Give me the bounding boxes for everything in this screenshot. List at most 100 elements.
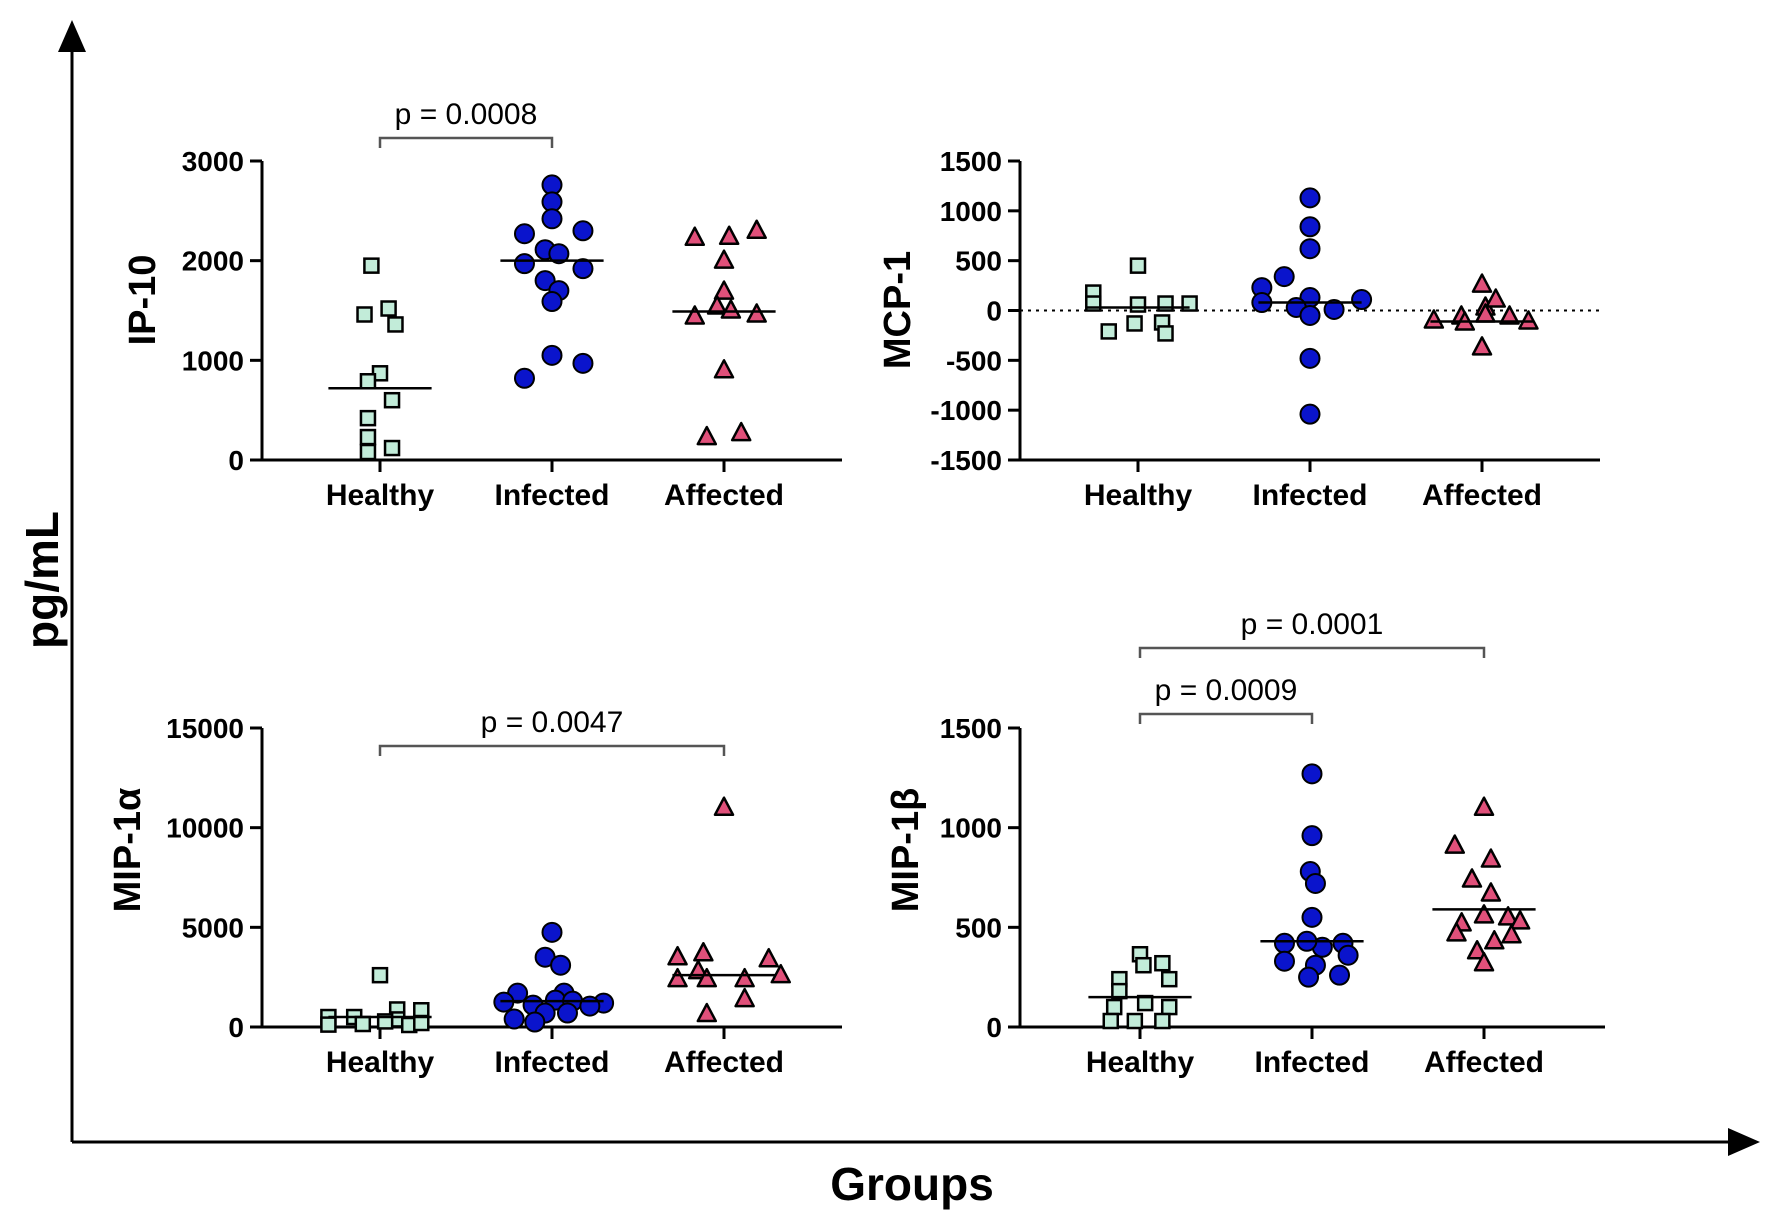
infected-point [1299,403,1321,425]
affected-point [720,299,742,319]
infected-point [550,954,572,976]
affected-point [706,295,728,315]
affected-point [1485,288,1507,308]
infected-point [1301,906,1323,928]
y-tick-label: 1500 [940,713,1002,744]
y-tick-label: 500 [955,912,1002,943]
significance-bracket [1138,712,1314,724]
affected-point [696,967,718,988]
healthy-point [387,316,404,333]
y-tick-label: -1500 [930,445,1002,476]
panel-y-label: MCP-1 [877,251,919,369]
healthy-point [1102,1012,1120,1030]
healthy-point [1105,998,1123,1016]
affected-point [1471,273,1493,293]
panel-4: 0 500 1000 1500 Healthy Infected Affected MIP-1… [885,608,1605,1079]
infected-point [572,258,594,280]
affected-point [713,359,735,379]
healthy-point [359,373,377,390]
affected-point [1480,848,1502,868]
healthy-point [356,306,373,323]
x-tick-label-affected: Affected [1424,1046,1544,1079]
affected-point [1473,904,1495,924]
global-x-label: Groups [830,1158,994,1210]
affected-point [667,967,688,988]
infected-point [1273,950,1295,972]
healthy-point [383,439,401,457]
infected-point [541,344,563,366]
infected-point [1299,238,1321,260]
x-tick-label-affected: Affected [664,1046,784,1079]
x-tick-label-healthy: Healthy [326,479,435,512]
y-tick-label: 1000 [182,345,244,376]
affected-point [1480,882,1502,902]
y-tick-label: 500 [955,246,1002,277]
p-value-label: p = 0.0008 [395,98,538,131]
x-tick-label-infected: Infected [494,479,609,512]
infected-point [1329,964,1351,986]
y-tick-label: 3000 [182,146,244,177]
significance-bracket [378,744,726,756]
p-value-label: p = 0.0001 [1241,608,1384,641]
global-x-arrow-icon [1728,1128,1760,1156]
infected-point [1299,187,1321,209]
significance-bracket [1138,646,1486,658]
affected-point [758,947,779,968]
y-tick-label: 1000 [940,196,1002,227]
infected-point [1299,304,1321,326]
y-tick-label: 0 [986,296,1002,327]
healthy-point [1100,323,1118,340]
affected-point [713,796,735,816]
panels-group: 0 1000 2000 3000 Healthy Infected Affected IP-1… [107,98,1605,1079]
panel-y-label: MIP-1α [107,788,149,913]
infected-point [572,220,594,242]
y-tick-label: 0 [228,445,244,476]
infected-point [513,223,535,245]
infected-point [1273,266,1295,288]
x-tick-label-affected: Affected [1422,479,1542,512]
healthy-point [359,428,377,446]
affected-point [718,225,740,245]
y-tick-label: -500 [946,345,1002,376]
infected-point [541,921,563,943]
healthy-point [1126,1012,1144,1030]
healthy-point [1154,954,1171,972]
infected-point [541,291,563,313]
infected-point [1299,347,1321,369]
x-tick-label-infected: Infected [1254,1046,1369,1079]
healthy-point [1129,257,1147,274]
infected-point [1301,825,1323,847]
p-value-label: p = 0.0009 [1155,674,1298,707]
x-tick-label-healthy: Healthy [1084,479,1193,512]
y-tick-label: 5000 [182,912,244,943]
affected-point [1509,910,1531,930]
affected-point [1466,940,1488,960]
affected-point [696,1002,718,1023]
healthy-point [383,391,401,409]
healthy-point [1135,956,1152,974]
panel-2: -1500 -1000 -500 0 500 1000 1500 Healthy Infecte… [877,146,1600,512]
y-tick-label: 10000 [166,813,244,844]
healthy-point [1129,296,1147,313]
healthy-point [371,966,389,984]
affected-point [696,425,718,446]
affected-point [770,963,792,984]
affected-point [734,967,755,988]
affected-point [1473,951,1495,972]
y-tick-label: 15000 [166,713,244,744]
affected-point [684,226,706,246]
y-tick-label: -1000 [930,395,1002,426]
infected-point [556,1002,578,1024]
affected-point [730,421,752,442]
y-tick-label: 0 [986,1012,1002,1043]
y-tick-label: 1500 [940,146,1002,177]
p-value-label: p = 0.0047 [481,706,624,739]
significance-bracket [378,136,554,148]
global-y-arrow-icon [58,20,86,52]
y-tick-label: 0 [228,1012,244,1043]
infected-point [513,253,535,275]
infected-point [503,1008,525,1030]
x-tick-label-affected: Affected [664,479,784,512]
infected-point [1299,216,1321,238]
